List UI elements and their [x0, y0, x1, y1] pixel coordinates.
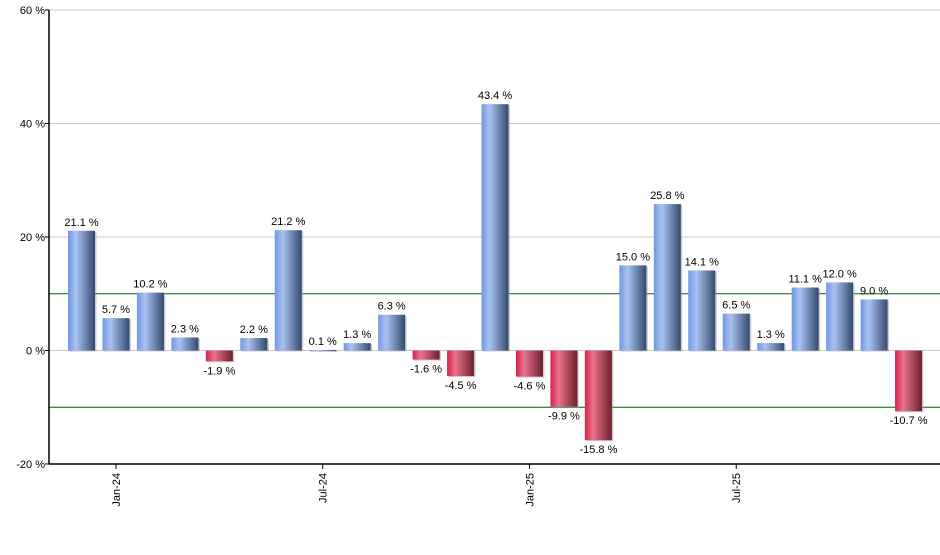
axes: -20 % 0 % 20 % 40 % 60 % Jan-24 Jul-24 Jan-25 Ju…: [16, 5, 940, 507]
bar: [791, 287, 819, 351]
data-label: -9.9 %: [548, 411, 580, 423]
data-label: 5.7 %: [102, 304, 130, 316]
bar-shadow: [310, 350, 338, 352]
bar: [412, 350, 440, 360]
data-label: 2.3 %: [171, 323, 199, 335]
data-label: 1.3 %: [343, 329, 371, 341]
x-tick-label: Jan-24: [111, 473, 123, 507]
bar: [722, 313, 750, 351]
x-tick-label: Jul-24: [318, 473, 330, 503]
y-tick-label: 20 %: [20, 232, 45, 244]
data-label: -1.6 %: [410, 364, 442, 376]
bar: [584, 350, 612, 441]
y-tick-label: 0 %: [26, 346, 45, 358]
bar: [68, 230, 95, 351]
data-label: 25.8 %: [650, 190, 684, 202]
bar: [895, 350, 923, 412]
data-label: 14.1 %: [685, 256, 719, 268]
bar: [205, 350, 233, 362]
data-label: 0.1 %: [309, 336, 337, 348]
y-tick-label: 40 %: [20, 119, 45, 131]
bars: [68, 104, 924, 442]
y-tick-label: -20 %: [16, 459, 45, 471]
x-tick-label: Jan-25: [524, 473, 536, 507]
data-label: 12.0 %: [822, 268, 856, 280]
data-label: -1.9 %: [203, 365, 235, 377]
bar: [550, 350, 578, 407]
y-tick-label: 60 %: [20, 5, 45, 17]
bar: [343, 343, 371, 351]
bar: [240, 338, 268, 351]
data-label: 21.2 %: [271, 216, 305, 228]
bar: [171, 337, 199, 351]
data-label: 1.3 %: [757, 329, 785, 341]
data-label: -10.7 %: [890, 415, 928, 427]
data-label: 2.2 %: [240, 324, 268, 336]
data-label: 6.5 %: [722, 300, 750, 312]
data-labels: 21.1 % 5.7 % 10.2 % 2.3 % -1.9 % 2.2 % 21.2 % 0…: [64, 90, 927, 456]
data-label: 6.3 %: [378, 301, 406, 313]
bar: [447, 350, 475, 377]
x-tick-label: Jul-25: [731, 473, 743, 503]
bar: [688, 270, 716, 351]
data-label: -15.8 %: [579, 444, 617, 456]
bar: [481, 104, 509, 351]
data-label: 43.4 %: [478, 90, 512, 102]
bar: [860, 299, 888, 351]
bar: [826, 282, 854, 351]
data-label: 10.2 %: [133, 279, 167, 291]
bar: [619, 265, 647, 351]
data-label: -4.5 %: [445, 380, 477, 392]
bar: [378, 314, 406, 351]
data-label: 9.0 %: [860, 285, 888, 297]
bar: [274, 230, 302, 351]
data-label: 15.0 %: [616, 251, 650, 263]
bar: [136, 292, 164, 351]
bar: [515, 350, 543, 377]
bar: [309, 349, 337, 351]
data-label: 21.1 %: [64, 217, 98, 229]
data-label: 11.1 %: [788, 274, 822, 286]
bar: [757, 343, 785, 351]
bar: [653, 204, 681, 351]
bar: [102, 318, 130, 351]
data-label: -4.6 %: [514, 381, 546, 393]
